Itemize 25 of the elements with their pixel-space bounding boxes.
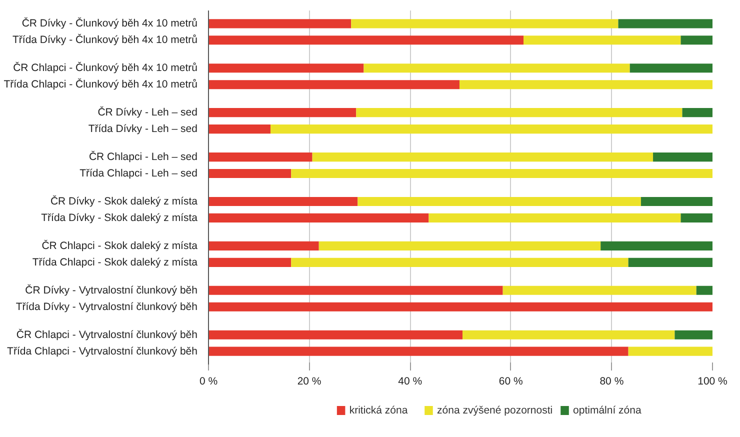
y-tick-label: ČR Dívky - Skok daleký z místa — [50, 194, 198, 208]
y-tick-label: ČR Chlapci - Vytrvalostní člunkový běh — [16, 328, 198, 341]
y-tick-label: Třída Dívky - Člunkový běh 4x 10 metrů — [12, 33, 198, 46]
y-tick-label: ČR Dívky - Člunkový běh 4x 10 metrů — [22, 16, 198, 30]
x-tick-label: 80 % — [600, 376, 624, 388]
legend-label: optimální zóna — [573, 404, 642, 416]
y-tick-label: ČR Chlapci - Leh – sed — [88, 150, 198, 164]
y-tick-label: Třída Dívky - Skok daleký z místa — [41, 212, 198, 224]
x-tick-label: 100 % — [698, 376, 728, 388]
x-tick-label: 40 % — [398, 376, 422, 388]
y-tick-label: ČR Dívky - Vytrvalostní člunkový běh — [25, 283, 198, 296]
x-tick-label: 0 % — [199, 376, 218, 388]
y-tick-label: ČR Dívky - Leh – sed — [98, 106, 198, 119]
y-tick-label: Třída Chlapci - Skok daleký z místa — [32, 256, 198, 268]
y-tick-label: ČR Chlapci - Člunkový běh 4x 10 metrů — [13, 61, 198, 74]
x-tick-label: 20 % — [297, 376, 322, 388]
y-tick-label: Třída Chlapci - Leh – sed — [80, 168, 198, 180]
y-tick-label: Třída Dívky - Vytrvalostní člunkový běh — [16, 300, 198, 313]
legend-label: kritická zóna — [349, 404, 408, 416]
y-tick-label: Třída Chlapci - Vytrvalostní člunkový běh — [7, 345, 198, 358]
y-tick-label: Třída Chlapci - Člunkový běh 4x 10 metrů — [4, 78, 198, 91]
legend-label: zóna zvýšené pozornosti — [437, 404, 553, 416]
y-tick-label: Třída Dívky - Leh – sed — [88, 123, 198, 136]
y-tick-label: ČR Chlapci - Skok daleký z místa — [42, 238, 198, 252]
x-tick-label: 60 % — [498, 376, 523, 388]
